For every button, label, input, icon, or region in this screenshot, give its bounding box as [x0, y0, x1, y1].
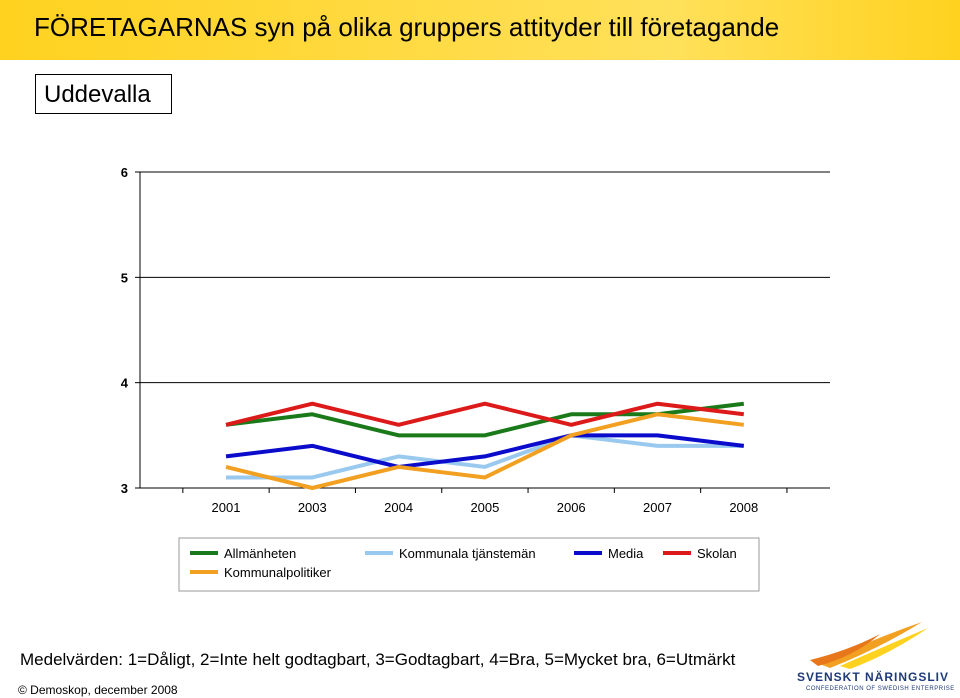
x-tick-label: 2005: [470, 500, 499, 515]
x-tick-label: 2007: [643, 500, 672, 515]
legend-label: Kommunala tjänstemän: [399, 546, 536, 561]
legend-label: Kommunalpolitiker: [224, 565, 332, 580]
svenskt-naringsliv-logo-icon: [810, 622, 928, 669]
x-tick-label: 2003: [298, 500, 327, 515]
page-title: FÖRETAGARNAS syn på olika gruppers attit…: [34, 12, 780, 42]
logo-name: SVENSKT NÄRINGSLIV: [797, 670, 950, 684]
x-tick-label: 2008: [729, 500, 758, 515]
legend-label: Skolan: [697, 546, 737, 561]
copyright-text: © Demoskop, december 2008: [18, 683, 178, 697]
legend-label: Allmänheten: [224, 546, 296, 561]
x-tick-label: 2001: [212, 500, 241, 515]
title-banner: [0, 0, 960, 60]
y-tick-label: 5: [121, 270, 128, 285]
scale-note: Medelvärden: 1=Dåligt, 2=Inte helt godta…: [20, 650, 736, 669]
series-line: [225, 401, 745, 427]
series-line: [225, 412, 745, 490]
series-line: [225, 401, 745, 438]
series-line: [225, 433, 745, 469]
legend-label: Media: [608, 546, 644, 561]
y-tick-label: 4: [121, 376, 129, 391]
y-tick-label: 6: [121, 165, 128, 180]
y-tick-label: 3: [121, 481, 128, 496]
place-label: Uddevalla: [35, 74, 172, 114]
x-tick-label: 2006: [557, 500, 586, 515]
x-tick-label: 2004: [384, 500, 413, 515]
legend-box: [178, 537, 760, 592]
logo-subtitle: CONFEDERATION OF SWEDISH ENTERPRISE: [806, 686, 955, 692]
series-line: [226, 433, 744, 480]
